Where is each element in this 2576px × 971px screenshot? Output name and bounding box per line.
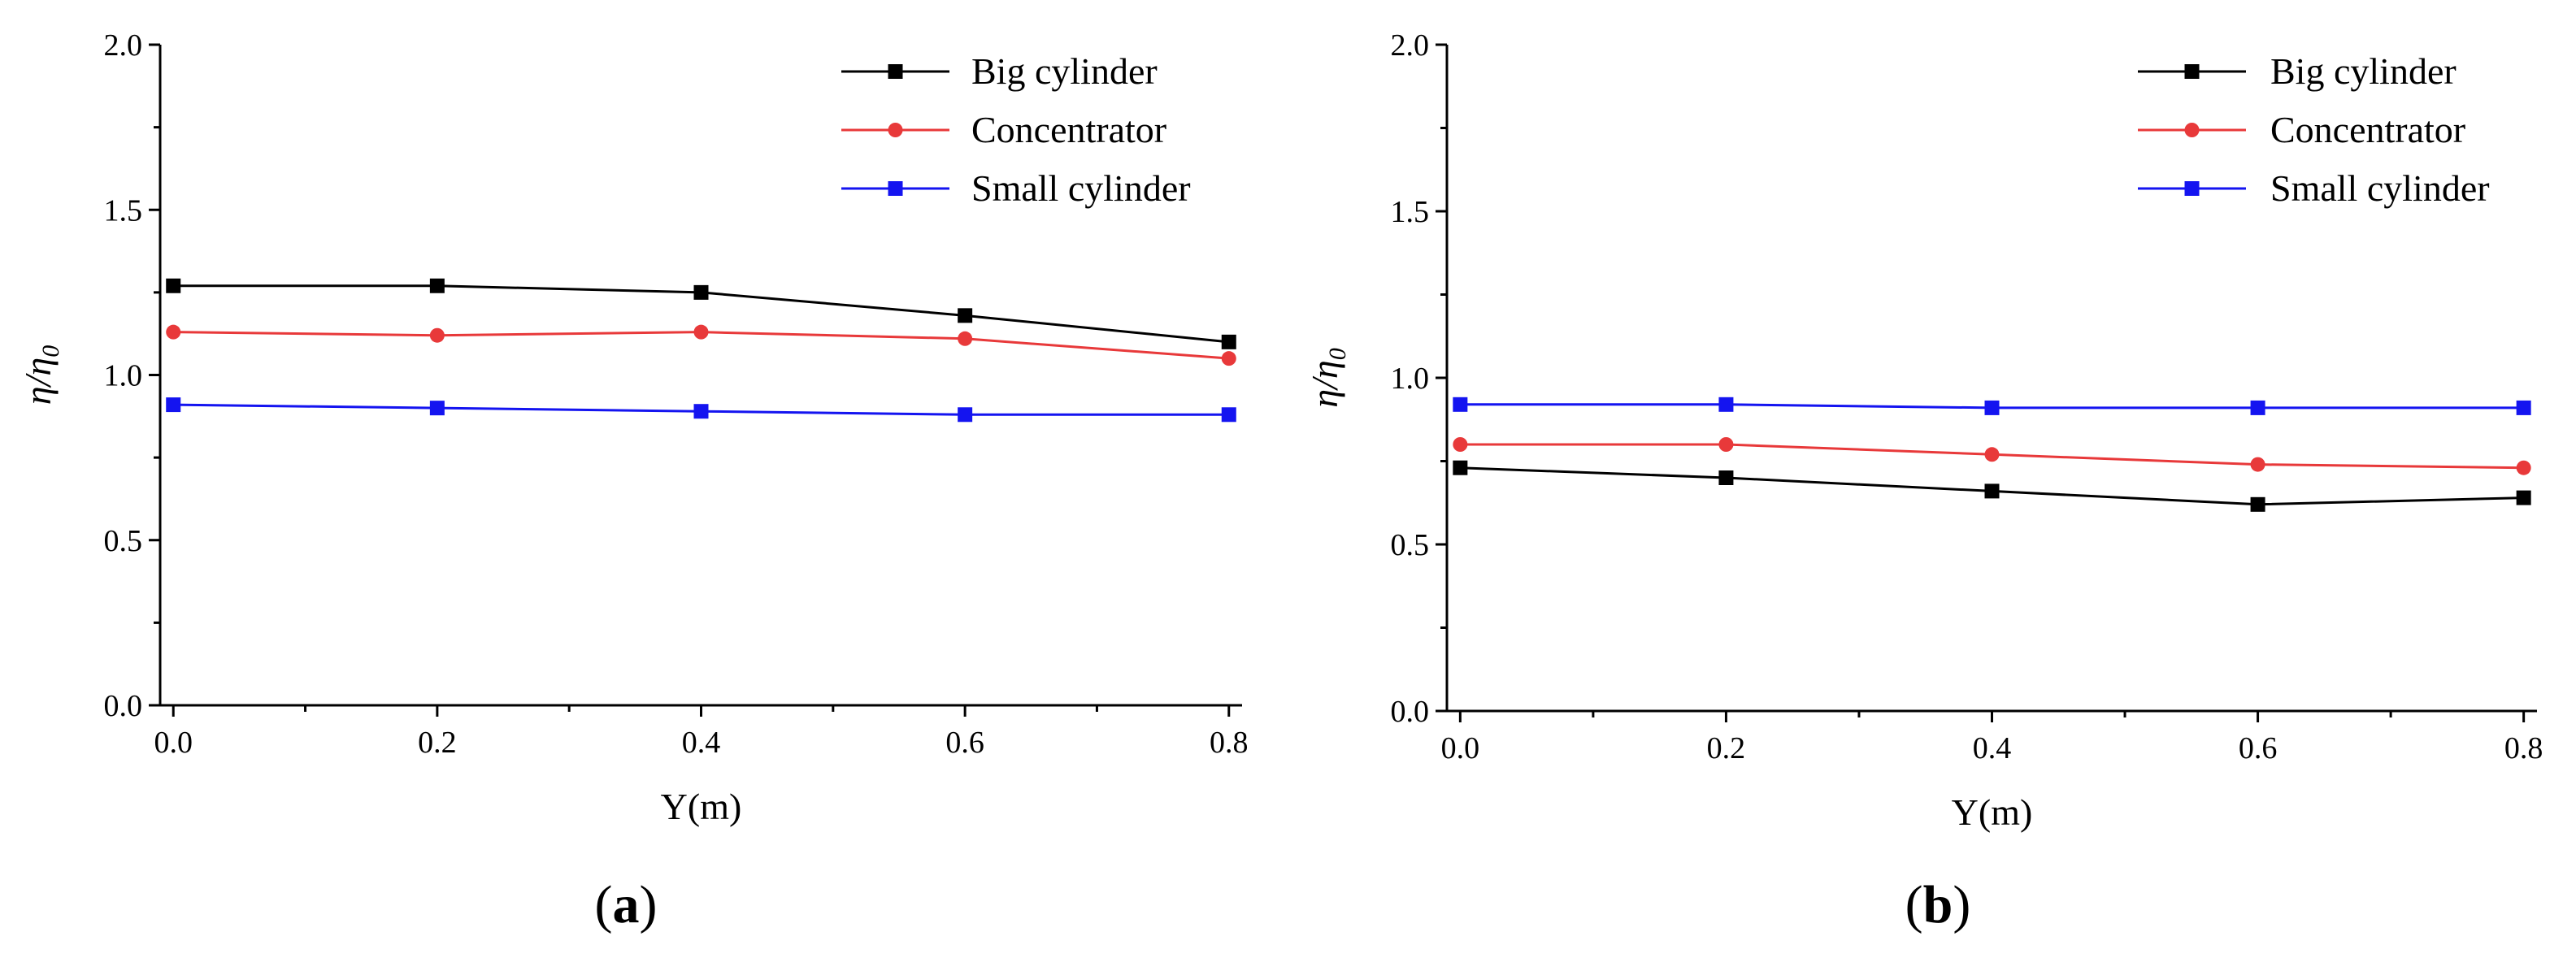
data-point	[1453, 460, 1468, 475]
panel-label: (b)	[1905, 875, 1971, 934]
data-point	[693, 284, 709, 300]
data-point	[2250, 400, 2265, 415]
x-tick-label: 0.8	[1210, 726, 1249, 760]
legend-entry: Big cylinder	[841, 50, 1158, 92]
legend-marker	[2184, 64, 2200, 79]
x-tick-label: 0.6	[945, 726, 984, 760]
data-point	[693, 324, 709, 340]
legend-label: Big cylinder	[2270, 50, 2457, 92]
series-concentrator	[166, 324, 1236, 366]
series-big-cylinder	[166, 278, 1236, 349]
y-tick-label: 1.5	[1391, 195, 1430, 229]
legend-entry: Small cylinder	[2138, 167, 2490, 209]
x-tick-label: 0.2	[1707, 731, 1746, 765]
y-axis-label: η/η0	[1304, 348, 1351, 407]
x-tick-label: 0.4	[682, 726, 721, 760]
series-small-cylinder	[166, 397, 1236, 423]
data-point	[693, 404, 709, 419]
data-point	[1718, 470, 1734, 485]
series-concentrator	[1453, 437, 2531, 475]
x-tick-label: 0.8	[2504, 731, 2543, 765]
y-tick-label: 1.0	[104, 359, 143, 393]
legend-entry: Concentrator	[841, 109, 1166, 150]
data-point	[958, 407, 973, 423]
data-point	[2516, 460, 2531, 475]
data-point	[1221, 407, 1236, 423]
data-point	[166, 278, 181, 293]
legend-label: Concentrator	[971, 109, 1166, 150]
data-point	[429, 327, 445, 343]
data-point	[166, 397, 181, 413]
legend-label: Concentrator	[2270, 109, 2465, 150]
x-axis-label: Y(m)	[1952, 791, 2033, 833]
legend-marker	[888, 181, 903, 196]
y-tick-label: 0.0	[104, 689, 143, 723]
legend-label: Big cylinder	[971, 50, 1158, 92]
legend-label: Small cylinder	[2270, 167, 2490, 209]
data-point	[2516, 490, 2531, 505]
panel-b: 0.0 0.5 1.0 1.5 2.0 0.0 0.2 0.4 0.6 0.8 Y(m) η/η0 Bi…	[1304, 28, 2543, 934]
data-point	[1453, 397, 1468, 412]
data-point	[429, 278, 445, 293]
x-tick-label: 0.0	[154, 726, 193, 760]
data-point	[958, 331, 973, 346]
y-tick-label: 0.5	[1391, 528, 1430, 562]
data-point	[2250, 496, 2265, 512]
x-tick-label: 0.4	[1973, 731, 2012, 765]
panel-a: 0.0 0.5 1.0 1.5 2.0 0.0 0.2 0.4 0.6 0.8 Y(m) η/η0 Bi…	[17, 28, 1249, 934]
data-point	[1221, 351, 1236, 366]
data-point	[1984, 447, 2000, 462]
data-point	[166, 324, 181, 340]
x-tick-label: 0.2	[418, 726, 457, 760]
legend-marker	[888, 64, 903, 79]
legend-entry: Concentrator	[2138, 109, 2465, 150]
y-tick-label: 1.5	[104, 193, 143, 228]
legend-marker	[2184, 181, 2200, 196]
data-point	[1221, 334, 1236, 349]
y-tick-label: 0.5	[104, 524, 143, 558]
data-point	[2516, 400, 2531, 415]
y-tick-label: 1.0	[1391, 362, 1430, 396]
y-tick-label: 0.0	[1391, 695, 1430, 729]
y-tick-label: 2.0	[104, 28, 143, 63]
data-point	[1984, 400, 2000, 415]
y-tick-label: 2.0	[1391, 28, 1430, 63]
x-axis-label: Y(m)	[661, 786, 742, 827]
data-point	[429, 401, 445, 416]
data-point	[1718, 437, 1734, 452]
x-tick-label: 0.6	[2239, 731, 2278, 765]
legend-marker	[2184, 123, 2200, 137]
legend-marker	[888, 123, 903, 137]
x-tick-label: 0.0	[1441, 731, 1480, 765]
legend-entry: Big cylinder	[2138, 50, 2457, 92]
data-point	[2250, 457, 2265, 472]
legend-entry: Small cylinder	[841, 167, 1191, 209]
data-point	[958, 308, 973, 323]
series-big-cylinder	[1453, 460, 2531, 512]
data-point	[1718, 397, 1734, 412]
series-small-cylinder	[1453, 397, 2531, 415]
panel-label: (a)	[595, 875, 658, 934]
legend-label: Small cylinder	[971, 167, 1191, 209]
data-point	[1453, 437, 1468, 452]
data-point	[1984, 483, 2000, 499]
y-axis-label: η/η0	[17, 345, 64, 405]
